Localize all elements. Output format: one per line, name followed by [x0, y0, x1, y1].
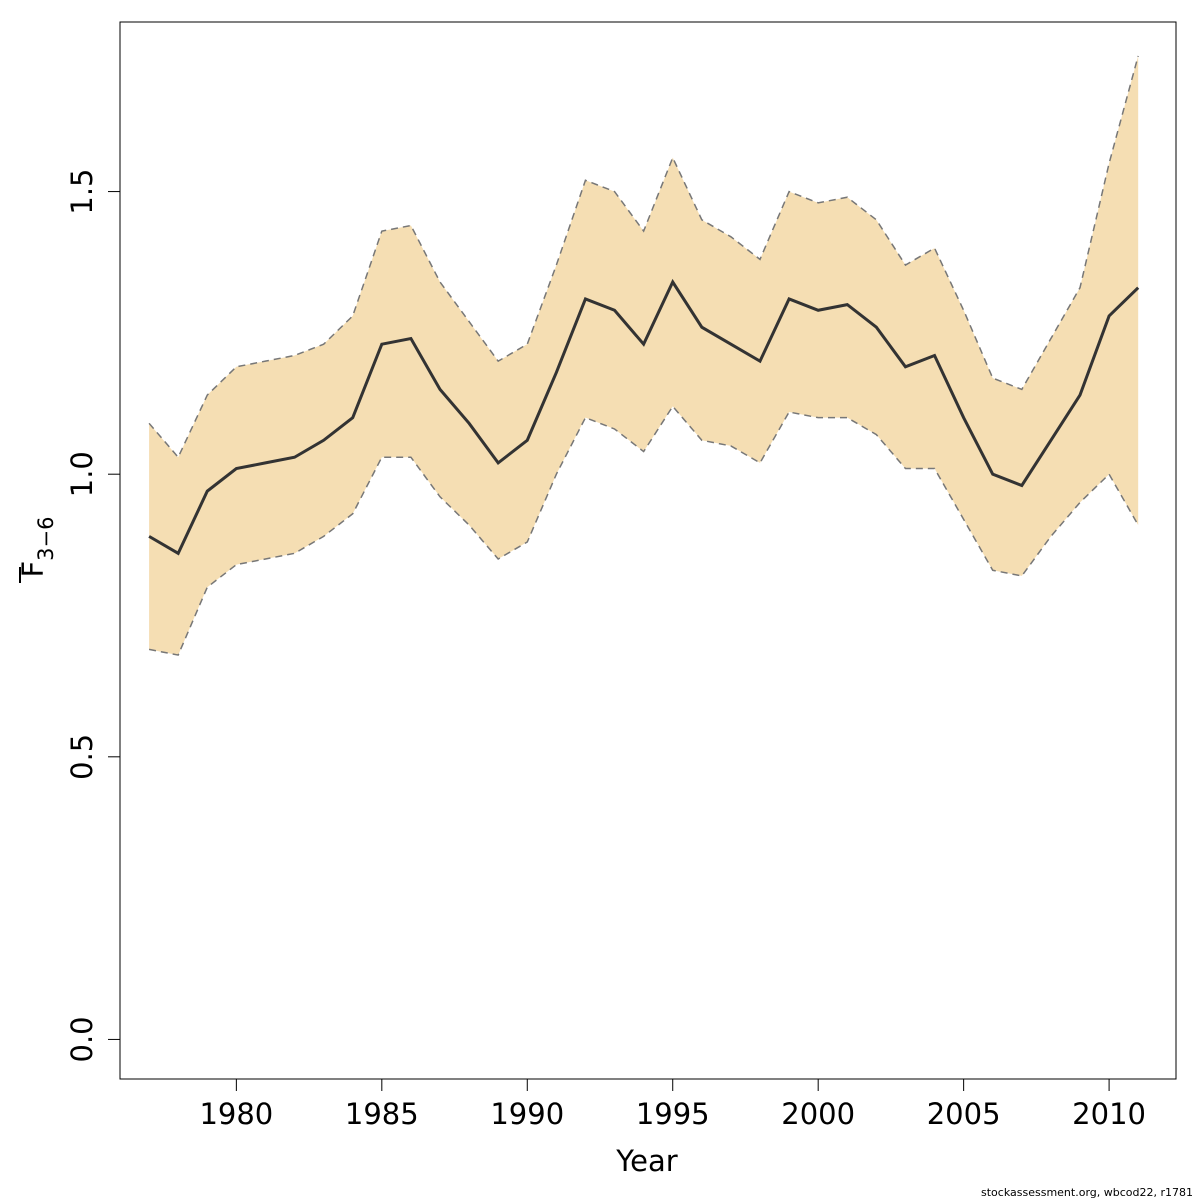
x-tick-label: 2000	[781, 1097, 855, 1131]
x-tick-label: 1980	[199, 1097, 273, 1131]
estimate-line	[148, 278, 1140, 556]
y-tick-label: 0.0	[65, 1016, 99, 1062]
y-tick-label: 0.5	[65, 734, 99, 780]
plot-border	[119, 21, 1177, 1080]
x-tick-label: 2010	[1072, 1097, 1146, 1131]
x-axis: 1980 1985 1990 1995 2000 2005 2010	[199, 1079, 1146, 1131]
x-tick-label: 2005	[927, 1097, 1001, 1131]
x-tick-label: 1985	[345, 1097, 419, 1131]
x-axis-title: Year	[615, 1144, 677, 1178]
x-tick-label: 1990	[490, 1097, 564, 1131]
lower-bound-line	[148, 405, 1139, 656]
x-tick-label: 1995	[636, 1097, 710, 1131]
y-tick-label: 1.0	[65, 451, 99, 497]
y-axis-title-main: F	[16, 561, 50, 578]
confidence-band	[149, 55, 1139, 656]
y-axis-title: F3−6	[16, 516, 58, 583]
upper-bound-line	[148, 55, 1139, 459]
plot-area	[148, 55, 1140, 656]
svg-text:F3−6: F3−6	[16, 516, 58, 577]
y-tick-label: 1.5	[65, 169, 99, 215]
y-axis: 0.0 0.5 1.0 1.5	[65, 169, 120, 1062]
y-axis-title-subscript: 3−6	[34, 516, 58, 560]
footer-credit: stockassessment.org, wbcod22, r1781	[981, 1186, 1193, 1199]
